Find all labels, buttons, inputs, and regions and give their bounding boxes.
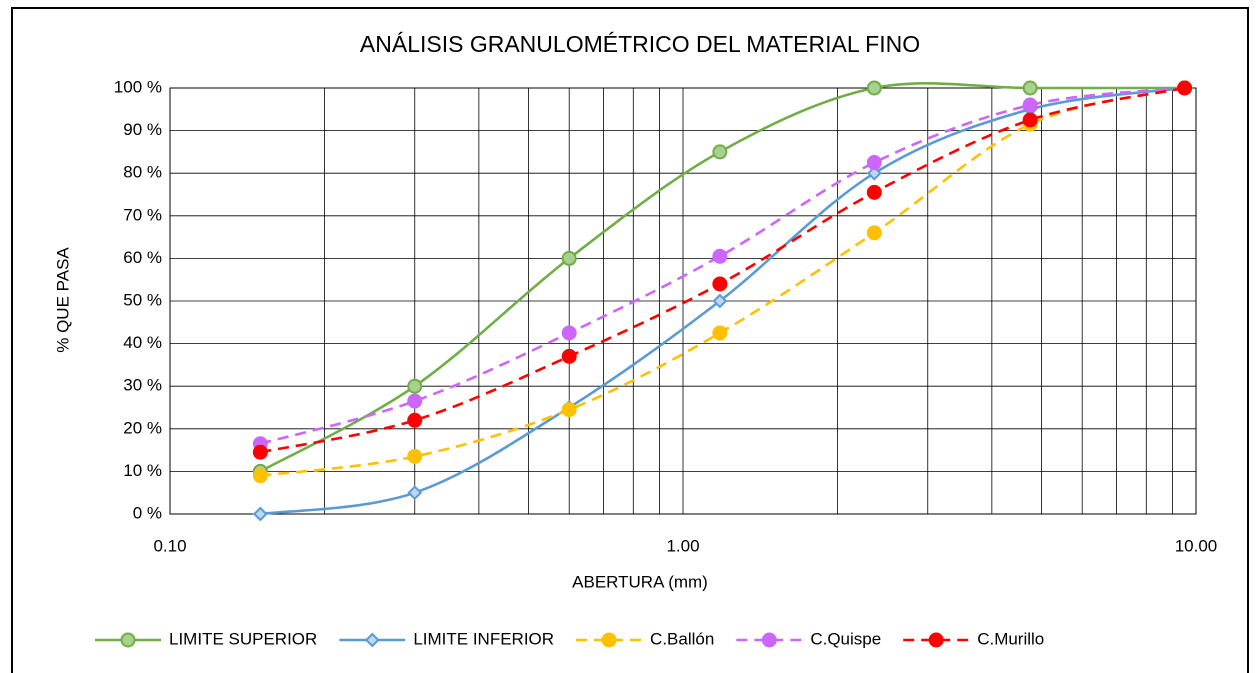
marker [712, 276, 728, 292]
marker [866, 80, 882, 96]
legend-label: C.Quispe [810, 629, 881, 648]
marker [1022, 112, 1038, 128]
plot-frame [169, 87, 1197, 515]
x-tick-label: 1.00 [666, 536, 699, 555]
marker [866, 225, 882, 241]
legend-label: C.Ballón [650, 629, 714, 648]
marker [928, 632, 944, 648]
marker [1022, 97, 1038, 113]
y-tick-label: 10 % [123, 461, 162, 480]
marker [561, 348, 577, 364]
marker [407, 448, 423, 464]
chart-title: ANÁLISIS GRANULOMÉTRICO DEL MATERIAL FIN… [360, 31, 920, 57]
marker [252, 468, 268, 484]
marker [252, 444, 268, 460]
marker [252, 506, 268, 522]
marker [561, 325, 577, 341]
y-tick-label: 20 % [123, 418, 162, 437]
marker [712, 248, 728, 264]
marker [1022, 80, 1038, 96]
y-tick-label: 100 % [114, 77, 162, 96]
marker [407, 412, 423, 428]
x-axis-label: ABERTURA (mm) [572, 572, 708, 591]
marker [561, 402, 577, 418]
x-tick-label: 10.00 [1175, 536, 1218, 555]
x-tick-label: 0.10 [153, 536, 186, 555]
marker [407, 378, 423, 394]
marker [761, 632, 777, 648]
y-tick-label: 70 % [123, 205, 162, 224]
y-tick-label: 80 % [123, 163, 162, 182]
y-tick-label: 40 % [123, 333, 162, 352]
marker [561, 250, 577, 266]
y-axis-label: % QUE PASA [53, 247, 72, 353]
marker [712, 144, 728, 160]
marker [866, 155, 882, 171]
marker [712, 325, 728, 341]
y-tick-label: 60 % [123, 248, 162, 267]
marker [364, 632, 380, 648]
y-tick-label: 0 % [133, 503, 162, 522]
marker [866, 184, 882, 200]
legend-label: LIMITE INFERIOR [413, 629, 554, 648]
marker [120, 632, 136, 648]
marker [712, 293, 728, 309]
y-tick-label: 50 % [123, 290, 162, 309]
series [252, 80, 1193, 460]
marker [407, 485, 423, 501]
legend-label: LIMITE SUPERIOR [169, 629, 317, 648]
y-tick-label: 90 % [123, 120, 162, 139]
legend-label: C.Murillo [977, 629, 1044, 648]
marker [601, 632, 617, 648]
marker [1177, 80, 1193, 96]
y-tick-label: 30 % [123, 376, 162, 395]
marker [407, 393, 423, 409]
marker [866, 165, 882, 181]
